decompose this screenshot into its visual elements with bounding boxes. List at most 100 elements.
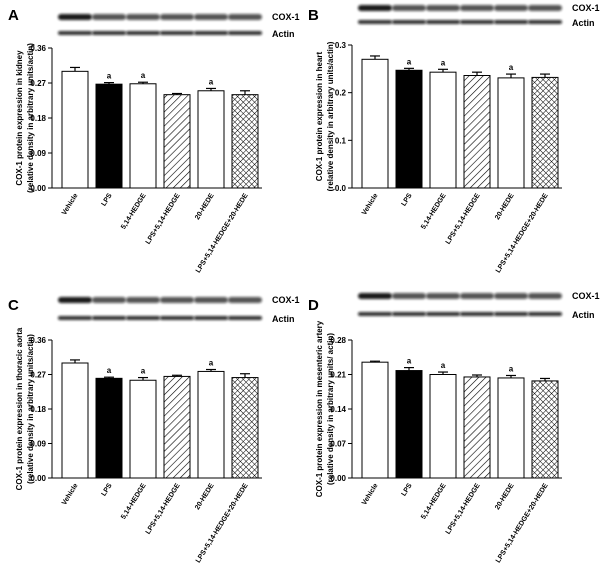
x-tick-label: 20-HEDE [494,482,516,511]
y-axis-label: COX-1 protein expression in thoracic aor… [15,327,24,490]
blot-band [58,297,92,303]
panel-label: A [8,7,19,24]
blot-band [494,312,528,316]
x-tick-label: 5,14-HEDGE [420,192,448,231]
bar [163,94,191,189]
blot-label: COX-1 [272,12,300,22]
panel: C COX-1 Actin 0.00 0.09 0.18 0.27 0.36 COX-1 pro… [8,295,300,564]
blot-band [494,5,528,11]
bar [395,69,423,189]
x-tick-label: Vehicle [61,192,80,216]
blot-band [426,293,460,299]
blot-band [460,312,494,316]
bar [129,379,157,479]
y-tick-label: 0.2 [335,89,347,98]
y-tick-label: 0.36 [30,44,46,53]
y-axis-label: (relative density in arbitrary units/act… [326,41,335,191]
blot-band [58,14,92,20]
western-blot [358,5,562,24]
blot-band [160,14,194,20]
significance-label: a [441,361,446,370]
y-tick-label: 0.21 [330,371,346,380]
blot-band [392,5,426,11]
significance-label: a [209,77,214,86]
y-tick-label: 0.07 [330,440,346,449]
y-tick-label: 0.27 [30,371,46,380]
panel-label: B [308,7,319,24]
y-tick-label: 0.09 [30,440,46,449]
y-tick-label: 0.1 [335,136,347,145]
blot-band [528,293,562,299]
blot-band [358,312,392,316]
blot-band [358,293,392,299]
blot-band [92,297,126,303]
y-axis-label: COX-1 protein expression in kidney [15,50,24,186]
y-tick-label: 0.18 [30,114,46,123]
blot-band [194,316,228,320]
blot-band [58,31,92,35]
blot-band [358,20,392,24]
bar [395,370,423,479]
x-tick-label: LPS [401,192,414,208]
blot-band [160,31,194,35]
significance-label: a [509,63,514,72]
bar [231,94,259,189]
y-tick-label: 0.18 [30,405,46,414]
y-tick-label: 0.27 [30,79,46,88]
blot-label: COX-1 [572,291,600,301]
blot-band [392,20,426,24]
blot-band [528,312,562,316]
y-tick-label: 0.28 [330,336,346,345]
blot-band [194,14,228,20]
x-tick-label: 20-HEDE [494,192,516,221]
bar [463,376,491,479]
panel: D COX-1 Actin 0.00 0.07 0.14 0.21 0.28 COX-1 pro… [308,291,600,564]
blot-band [126,297,160,303]
y-tick-label: 0.09 [30,149,46,158]
blot-band [194,31,228,35]
blot-band [426,312,460,316]
bar [61,70,89,189]
bar [531,76,559,189]
blot-band [92,31,126,35]
western-blot [358,293,562,316]
x-tick-label: LPS+5,14-HEDGE [445,192,482,246]
blot-band [228,14,262,20]
significance-label: a [107,366,112,375]
blot-band [228,297,262,303]
y-axis-label: (relative density in arbitrary units/act… [26,43,35,193]
blot-band [528,5,562,11]
y-axis-label: (relative density in arbitrary units/ ac… [326,333,335,485]
blot-band [358,5,392,11]
blot-band [228,316,262,320]
bar [361,361,389,479]
blot-label: Actin [572,310,595,320]
bar [463,75,491,189]
blot-label: Actin [572,18,595,28]
bar [163,375,191,479]
y-tick-label: 0.14 [330,405,346,414]
blot-band [126,31,160,35]
y-tick-label: 0.00 [30,474,46,483]
panel-label: D [308,297,319,314]
x-tick-label: Vehicle [61,482,80,506]
x-tick-label: 20-HEDE [194,482,216,511]
bar [129,83,157,189]
blot-label: COX-1 [272,295,300,305]
x-tick-label: 5,14-HEDGE [120,482,148,521]
x-tick-label: LPS [101,482,114,498]
panel-label: C [8,297,19,314]
bar [429,374,457,479]
x-tick-label: 20-HEDE [194,192,216,221]
panel: B COX-1 Actin 0.0 0.1 0.2 0.3 COX-1 protein exp… [308,3,600,274]
blot-band [494,20,528,24]
blot-band [92,316,126,320]
x-tick-label: Vehicle [361,482,380,506]
blot-label: Actin [272,29,295,39]
bar [361,58,389,189]
significance-label: a [509,364,514,373]
x-tick-label: LPS+5,14-HEDGE [145,482,182,536]
x-tick-label: 5,14-HEDGE [120,192,148,231]
